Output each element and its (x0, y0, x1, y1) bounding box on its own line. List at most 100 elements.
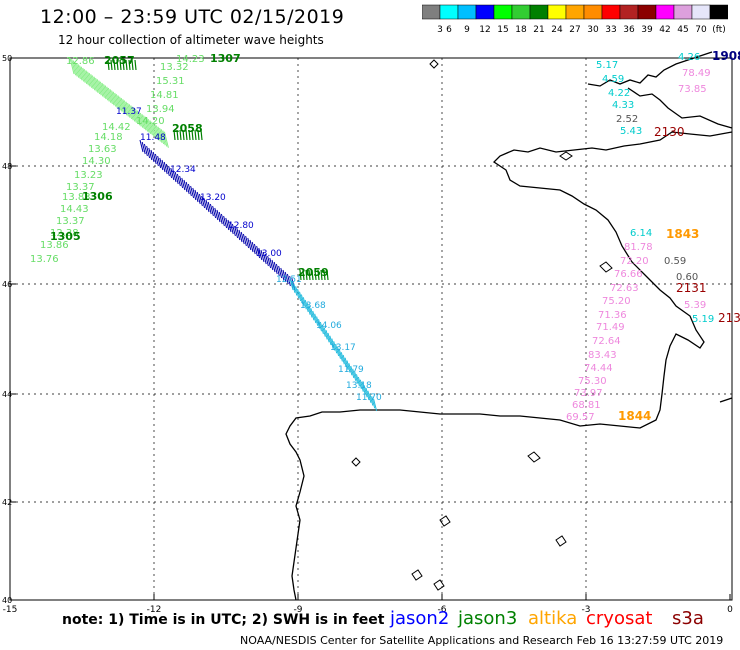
track-mark-jason2 (185, 181, 190, 195)
track-mark-jason3-dark (128, 59, 131, 71)
x-tick-label: -15 (3, 605, 18, 615)
track-mark-jason2-cyan (338, 349, 343, 362)
wave-height-label: 71.49 (596, 322, 625, 333)
coastline (285, 51, 733, 601)
color-scale: 3 6 9 12 15 18 21 24 27 30 33 36 39 42 45 70 (ft) (422, 4, 728, 34)
y-tick-label: 42 (2, 498, 12, 507)
track-mark-jason2 (181, 177, 186, 191)
track-mark-jason3 (98, 80, 104, 97)
track-mark-jason2-cyan (367, 390, 372, 403)
track-mark-jason3 (131, 106, 137, 123)
wave-height-label: 14.42 (102, 122, 131, 133)
wave-height-label: 69.57 (566, 412, 595, 423)
track-mark-jason2 (176, 173, 181, 187)
track-mark-jason2-cyan (369, 393, 374, 406)
track-mark-jason2 (196, 191, 201, 205)
track-mark-jason2 (236, 227, 241, 241)
track-mark-jason3 (75, 62, 81, 80)
wave-height-label: 4.26 (678, 52, 700, 63)
track-mark-jason3 (69, 57, 75, 75)
wave-height-label: 13.20 (200, 193, 226, 203)
track-mark-jason3 (146, 117, 152, 135)
wave-height-label: 5.43 (620, 126, 642, 137)
track-mark-jason3 (127, 102, 133, 120)
scale-label: 6 (446, 25, 452, 34)
track-mark-jason2-cyan (340, 352, 345, 365)
x-tick-label: -6 (438, 605, 447, 615)
track-mark-jason3 (122, 99, 128, 116)
track-mark-jason2 (198, 193, 203, 207)
track-mark-jason3-dark (197, 129, 200, 141)
legend-altika: altika (528, 608, 578, 629)
track-mark-jason2 (194, 189, 199, 203)
track-mark-jason3 (152, 122, 158, 140)
track-mark-jason2 (220, 213, 225, 227)
track-mark-jason2 (262, 251, 267, 265)
track-mark-jason2-cyan (310, 308, 315, 321)
scale-label: 30 (587, 25, 599, 34)
track-mark-jason2 (214, 207, 219, 221)
track-mark-jason2 (154, 153, 159, 167)
wave-height-label: 2058 (172, 122, 203, 135)
track-mark-jason2 (225, 217, 230, 231)
wave-height-label: 0.60 (676, 272, 698, 283)
wave-height-label: 78.49 (682, 68, 711, 79)
track-mark-jason3-dark (191, 129, 194, 141)
scale-label: 36 (623, 25, 635, 34)
legend-cryosat: cryosat (586, 608, 653, 629)
track-mark-jason2-cyan (331, 338, 336, 351)
track-mark-jason2 (282, 269, 287, 283)
track-mark-jason3 (82, 67, 88, 85)
track-mark-jason2-cyan (337, 346, 341, 359)
track-mark-jason2 (161, 159, 166, 173)
satellite-tracks (69, 57, 378, 412)
track-mark-jason3-dark (176, 129, 179, 141)
wave-height-label: 13.83 (62, 192, 91, 203)
track-mark-jason3-dark (200, 129, 203, 141)
track-mark-jason3 (71, 59, 77, 76)
track-mark-jason2-cyan (299, 291, 303, 304)
wave-height-label: 15.31 (156, 76, 185, 87)
track-mark-jason2 (286, 273, 291, 287)
track-mark-jason2-cyan (318, 319, 322, 332)
track-mark-jason2 (275, 263, 280, 277)
track-mark-jason2 (146, 145, 151, 159)
track-mark-jason2 (148, 147, 153, 161)
y-tick-label: 44 (2, 390, 12, 399)
track-mark-jason3 (96, 79, 102, 96)
track-mark-jason2-cyan (291, 280, 296, 293)
wave-height-label: 14.23 (176, 54, 205, 65)
track-mark-jason2 (242, 233, 247, 247)
wave-height-label: 11.70 (356, 393, 382, 403)
wave-height-label: 4.22 (608, 88, 630, 99)
track-mark-jason2 (278, 265, 283, 279)
track-mark-jason3-dark (173, 129, 176, 141)
wave-height-label: 1307 (210, 52, 241, 65)
island-6 (555, 535, 567, 547)
track-mark-jason2 (150, 149, 155, 163)
track-mark-jason3-dark (122, 59, 125, 71)
x-tick-label: 0 (727, 605, 733, 615)
track-mark-jason2 (139, 139, 144, 153)
track-mark-jason2-cyan (302, 297, 307, 310)
track-mark-jason2-cyan (333, 341, 338, 354)
track-mark-jason3 (85, 70, 91, 87)
track-mark-jason3 (128, 104, 134, 121)
track-mark-jason3 (111, 90, 117, 107)
scale-label: 18 (515, 25, 527, 34)
wave-height-label: 73.97 (574, 388, 603, 399)
track-mark-jason2-cyan (327, 332, 332, 346)
track-mark-jason2 (223, 215, 228, 229)
track-mark-jason2 (192, 187, 197, 201)
track-mark-jason2 (238, 229, 243, 243)
wave-height-label: 14.20 (136, 116, 165, 127)
track-mark-jason2 (229, 221, 234, 235)
coast-england (587, 51, 713, 87)
track-mark-jason3 (93, 76, 99, 93)
track-mark-jason2 (172, 169, 177, 183)
track-mark-jason3-dark (308, 269, 311, 281)
wave-height-label: 14.81 (150, 90, 179, 101)
wave-height-label: 76.66 (614, 269, 643, 280)
y-tick-label: 40 (2, 596, 12, 605)
